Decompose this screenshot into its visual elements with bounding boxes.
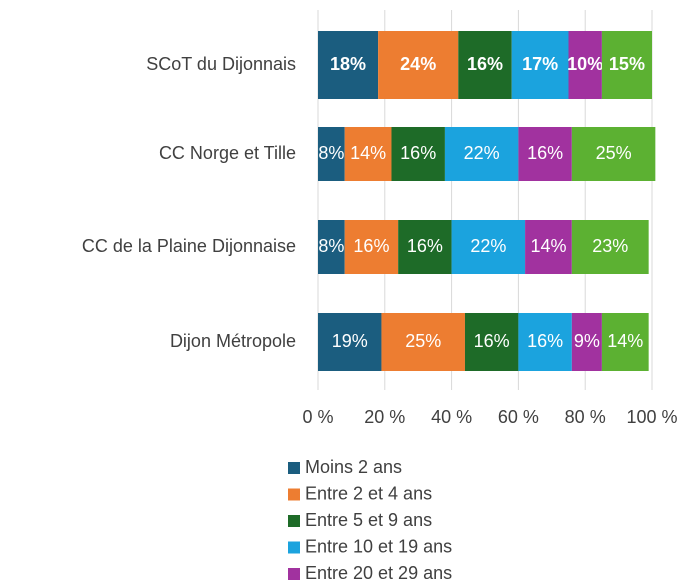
x-tick-label: 100 % [626, 407, 677, 427]
data-label: 16% [353, 236, 389, 256]
bar-segment [458, 31, 512, 99]
bar-segment [451, 220, 526, 274]
bar-segment [391, 127, 445, 181]
y-tick-label: SCoT du Dijonnais [146, 54, 296, 74]
data-label: 14% [530, 236, 566, 256]
bar-segment [318, 313, 382, 371]
bar-segment [318, 220, 345, 274]
bar-segment [568, 31, 602, 99]
data-label: 16% [527, 143, 563, 163]
bar-segment [511, 31, 569, 99]
data-label: 18% [330, 54, 366, 74]
legend-label: Entre 5 et 9 ans [305, 510, 432, 530]
bar-segment [344, 220, 399, 274]
data-label: 22% [470, 236, 506, 256]
y-tick-label: Dijon Métropole [170, 331, 296, 351]
data-label: 25% [405, 331, 441, 351]
bar-segment [518, 313, 572, 371]
data-label: 25% [596, 143, 632, 163]
data-label: 15% [609, 54, 645, 74]
x-tick-label: 20 % [364, 407, 405, 427]
data-label: 17% [522, 54, 558, 74]
data-label: 16% [474, 331, 510, 351]
legend-label: Moins 2 ans [305, 457, 402, 477]
bar-segment [525, 220, 572, 274]
data-label: 16% [467, 54, 503, 74]
bar-segment [571, 127, 656, 181]
bar-segment [571, 220, 649, 274]
legend-label: Entre 2 et 4 ans [305, 483, 432, 503]
data-label: 14% [607, 331, 643, 351]
legend-label: Entre 20 et 29 ans [305, 563, 452, 583]
bar-segment [318, 31, 379, 99]
bar-segment [444, 127, 519, 181]
data-label: 16% [400, 143, 436, 163]
legend-swatch [288, 462, 300, 474]
y-tick-label: CC Norge et Tille [159, 143, 296, 163]
data-label: 24% [400, 54, 436, 74]
bar-segment [398, 220, 452, 274]
bar-segment [381, 313, 465, 371]
data-label: 10% [567, 54, 603, 74]
data-label: 14% [350, 143, 386, 163]
y-tick-label: CC de la Plaine Dijonnaise [82, 236, 296, 256]
bar-segment [571, 313, 602, 371]
data-label: 22% [464, 143, 500, 163]
bar-segment [344, 127, 392, 181]
data-label: 8% [318, 236, 344, 256]
bar-segment [378, 31, 459, 99]
bar-segment [318, 127, 345, 181]
legend-swatch [288, 541, 300, 554]
bar-segment [464, 313, 519, 371]
bar-segment [518, 127, 572, 181]
legend-swatch [288, 515, 300, 527]
x-tick-label: 80 % [565, 407, 606, 427]
data-label: 8% [318, 143, 344, 163]
x-tick-label: 40 % [431, 407, 472, 427]
legend-swatch [288, 568, 300, 580]
x-tick-label: 0 % [302, 407, 333, 427]
x-tick-label: 60 % [498, 407, 539, 427]
legend-label: Entre 10 et 19 ans [305, 536, 452, 556]
data-label: 23% [592, 236, 628, 256]
data-label: 19% [332, 331, 368, 351]
legend-swatch [288, 488, 300, 501]
bar-segment [601, 31, 652, 99]
data-label: 16% [407, 236, 443, 256]
data-label: 9% [574, 331, 600, 351]
bar-segment [601, 313, 649, 371]
data-label: 16% [527, 331, 563, 351]
